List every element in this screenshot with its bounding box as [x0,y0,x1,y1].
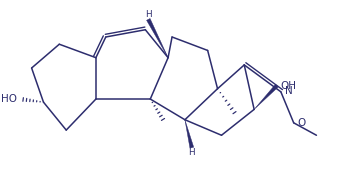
Text: O: O [298,118,306,128]
Text: N: N [285,86,293,96]
Text: H: H [189,148,195,158]
Polygon shape [146,19,168,58]
Text: HO: HO [1,94,17,104]
Text: OH: OH [280,81,296,91]
Polygon shape [185,120,194,148]
Polygon shape [254,84,278,109]
Text: H: H [145,10,152,19]
